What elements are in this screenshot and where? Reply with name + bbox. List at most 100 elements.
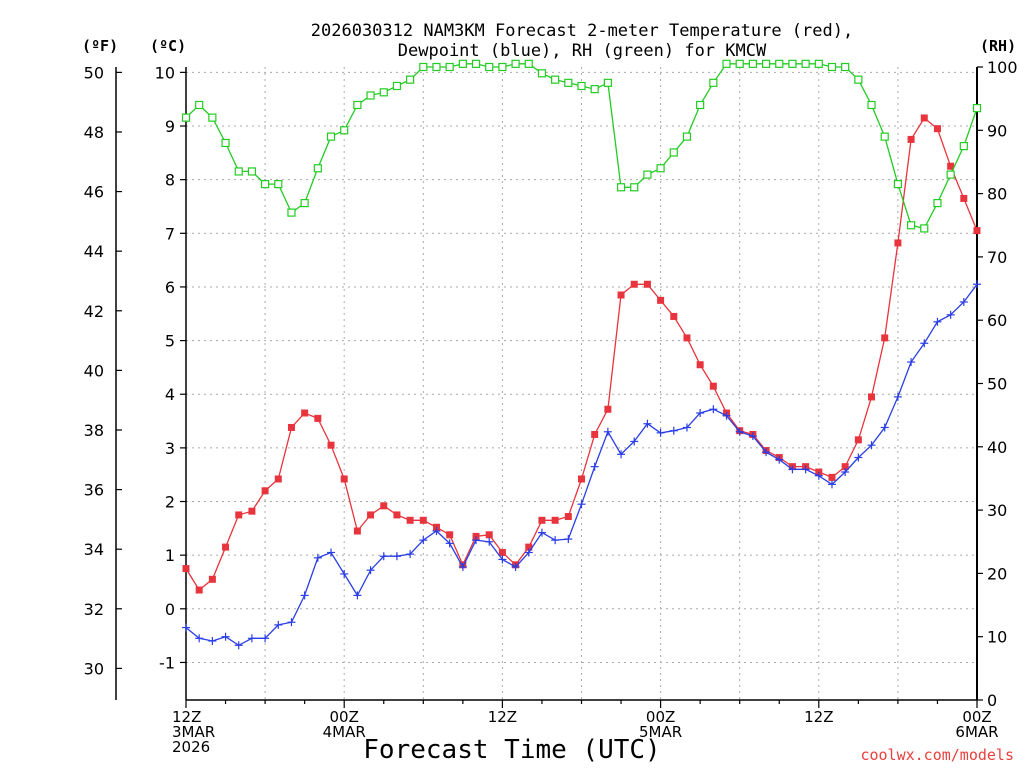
marker-dewpoint <box>300 591 309 600</box>
marker-rh <box>682 132 692 141</box>
rh-tick-label: 20 <box>987 564 1007 583</box>
x-tick-label: 6MAR <box>955 723 998 741</box>
marker-temperature <box>195 586 203 594</box>
marker-temperature <box>617 291 625 299</box>
marker-dewpoint <box>551 536 560 545</box>
marker-rh <box>972 104 982 113</box>
marker-rh <box>893 180 903 189</box>
marker-temperature <box>446 531 454 539</box>
marker-dewpoint <box>814 471 823 480</box>
marker-rh <box>326 132 336 141</box>
marker-dewpoint <box>432 527 441 536</box>
x-tick-label: 00Z <box>962 708 991 726</box>
marker-temperature <box>551 516 559 524</box>
marker-dewpoint <box>274 620 283 629</box>
marker-rh <box>445 62 454 72</box>
marker-rh <box>577 81 586 91</box>
x-tick-label: 5MAR <box>639 723 682 741</box>
marker-temperature <box>287 423 295 431</box>
marker-dewpoint <box>379 552 388 561</box>
x-tick-label: 2026 <box>172 738 210 756</box>
celsius-tick-label: 6 <box>165 278 175 297</box>
marker-rh <box>340 126 349 135</box>
marker-temperature <box>841 463 849 471</box>
marker-dewpoint <box>617 450 626 459</box>
marker-dewpoint <box>419 536 428 545</box>
fahrenheit-tick-label: 44 <box>84 242 104 261</box>
marker-dewpoint <box>722 411 731 420</box>
fahrenheit-tick-label: 34 <box>84 540 104 559</box>
marker-rh <box>735 59 744 68</box>
marker-rh <box>511 59 520 68</box>
marker-rh <box>379 88 388 97</box>
x-tick-label: 00Z <box>646 708 675 726</box>
marker-dewpoint <box>313 553 322 562</box>
marker-rh <box>181 113 191 122</box>
marker-temperature <box>380 502 388 510</box>
marker-rh <box>551 75 560 84</box>
marker-temperature <box>933 125 941 133</box>
marker-dewpoint <box>867 441 876 450</box>
x-axis-title: Forecast Time (UTC) <box>363 735 660 765</box>
marker-temperature <box>353 527 361 535</box>
fahrenheit-tick-label: 42 <box>84 302 104 321</box>
marker-rh <box>959 142 968 151</box>
marker-rh <box>261 180 270 189</box>
marker-rh <box>406 75 415 84</box>
marker-rh <box>537 69 547 78</box>
marker-dewpoint <box>841 468 850 477</box>
marker-temperature <box>301 409 309 417</box>
marker-temperature <box>314 414 322 422</box>
marker-temperature <box>683 334 691 342</box>
rh-tick-label: 100 <box>987 58 1018 77</box>
marker-rh <box>656 164 665 173</box>
marker-temperature <box>881 334 889 342</box>
marker-temperature <box>960 194 968 202</box>
marker-dewpoint <box>247 634 256 643</box>
celsius-tick-label: 7 <box>165 224 175 243</box>
celsius-tick-label: -1 <box>159 653 175 672</box>
rh-tick-label: 60 <box>987 311 1007 330</box>
celsius-tick-label: 5 <box>165 332 175 351</box>
marker-rh <box>524 59 533 68</box>
rh-tick-label: 70 <box>987 248 1007 267</box>
marker-rh <box>669 148 678 157</box>
marker-rh <box>471 59 481 68</box>
marker-rh <box>287 208 296 217</box>
marker-dewpoint <box>511 562 520 571</box>
marker-dewpoint <box>287 618 296 627</box>
rh-tick-label: 80 <box>987 185 1007 204</box>
marker-temperature <box>340 475 348 483</box>
marker-temperature <box>248 507 256 515</box>
marker-dewpoint <box>261 634 270 643</box>
marker-temperature <box>327 441 335 449</box>
fahrenheit-tick-label: 50 <box>84 63 104 82</box>
marker-temperature <box>894 239 902 247</box>
marker-dewpoint <box>195 634 204 643</box>
marker-rh <box>564 78 573 87</box>
fahrenheit-tick-label: 36 <box>84 481 104 500</box>
source-credit: coolwx.com/models <box>860 746 1014 764</box>
marker-dewpoint <box>854 453 863 462</box>
marker-rh <box>590 85 599 94</box>
marker-rh <box>748 59 757 68</box>
marker-dewpoint <box>682 423 691 432</box>
chart-title-line2: Dewpoint (blue), RH (green) for KMCW <box>398 41 767 61</box>
x-tick-label: 12Z <box>804 708 833 726</box>
marker-rh <box>933 198 942 208</box>
marker-dewpoint <box>208 636 217 645</box>
marker-rh <box>195 100 204 110</box>
marker-dewpoint <box>458 562 467 571</box>
marker-dewpoint <box>643 419 652 428</box>
marker-temperature <box>670 312 678 320</box>
marker-rh <box>643 170 652 179</box>
marker-rh <box>814 59 823 68</box>
fahrenheit-tick-label: 48 <box>84 123 104 142</box>
marker-dewpoint <box>801 465 810 474</box>
marker-rh <box>696 100 705 110</box>
marker-rh <box>300 198 309 208</box>
marker-temperature <box>828 473 836 481</box>
rh-tick-label: 90 <box>987 121 1007 140</box>
marker-rh <box>946 170 955 179</box>
